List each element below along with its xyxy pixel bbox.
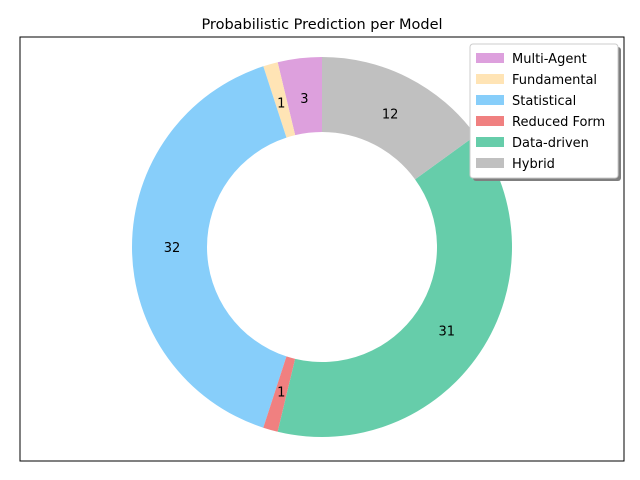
legend: Multi-Agent Fundamental Statistical Reduced…: [469, 43, 621, 181]
legend-swatch-statistical: [476, 95, 504, 105]
slice-statistical: [131, 66, 287, 428]
legend-label-hybrid: Hybrid: [512, 157, 555, 172]
legend-label-multi-agent: Multi-Agent: [512, 52, 587, 67]
legend-swatch-multi-agent: [476, 53, 504, 63]
slice-reduced-form: [263, 356, 296, 432]
legend-box: [469, 43, 619, 179]
value-label-statistical: 32: [164, 241, 181, 256]
value-label-data-driven: 31: [438, 324, 455, 339]
legend-swatch-fundamental: [476, 74, 504, 84]
slice-data-driven: [277, 135, 513, 437]
legend-label-data-driven: Data-driven: [512, 136, 589, 151]
legend-label-fundamental: Fundamental: [512, 73, 597, 88]
value-label-reduced-form: 1: [277, 385, 285, 400]
slice-hybrid: [322, 57, 476, 180]
value-label-fundamental: 1: [277, 97, 285, 112]
legend-label-reduced-form: Reduced Form: [512, 115, 605, 130]
slice-multi-agent: [277, 57, 322, 136]
slice-fundamental: [263, 62, 296, 138]
value-label-hybrid: 12: [382, 107, 399, 122]
legend-label-statistical: Statistical: [512, 94, 576, 109]
slices-group: [131, 57, 513, 437]
legend-swatch-reduced-form: [476, 116, 504, 126]
chart-title: Probabilistic Prediction per Model: [201, 17, 442, 33]
legend-swatch-data-driven: [476, 137, 504, 147]
legend-swatch-hybrid: [476, 158, 504, 168]
value-label-multi-agent: 3: [300, 92, 308, 107]
